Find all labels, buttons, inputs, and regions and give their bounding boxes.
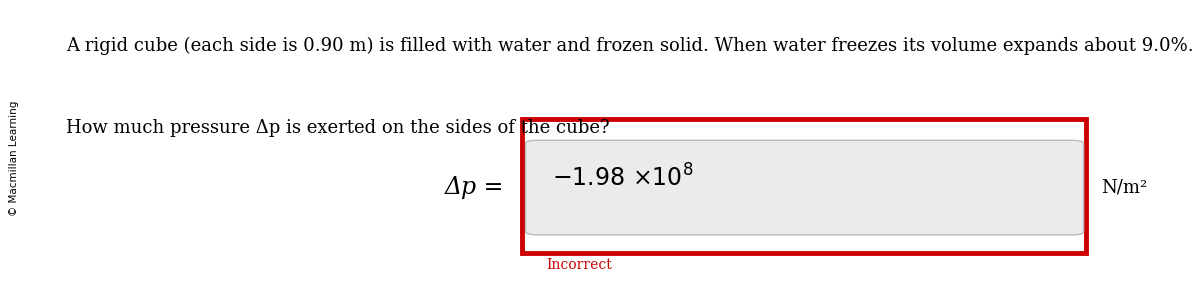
Text: Incorrect: Incorrect bbox=[546, 258, 612, 272]
Text: A rigid cube (each side is 0.90 m) is filled with water and frozen solid. When w: A rigid cube (each side is 0.90 m) is fi… bbox=[66, 37, 1194, 55]
Text: Δp =: Δp = bbox=[445, 176, 504, 199]
Text: How much pressure Δp is exerted on the sides of the cube?: How much pressure Δp is exerted on the s… bbox=[66, 119, 610, 137]
Text: N/m²: N/m² bbox=[1102, 178, 1148, 197]
Text: © Macmillan Learning: © Macmillan Learning bbox=[10, 101, 19, 216]
Text: $-1.98\ \mathregular{\times}10^{8}$: $-1.98\ \mathregular{\times}10^{8}$ bbox=[552, 165, 694, 192]
